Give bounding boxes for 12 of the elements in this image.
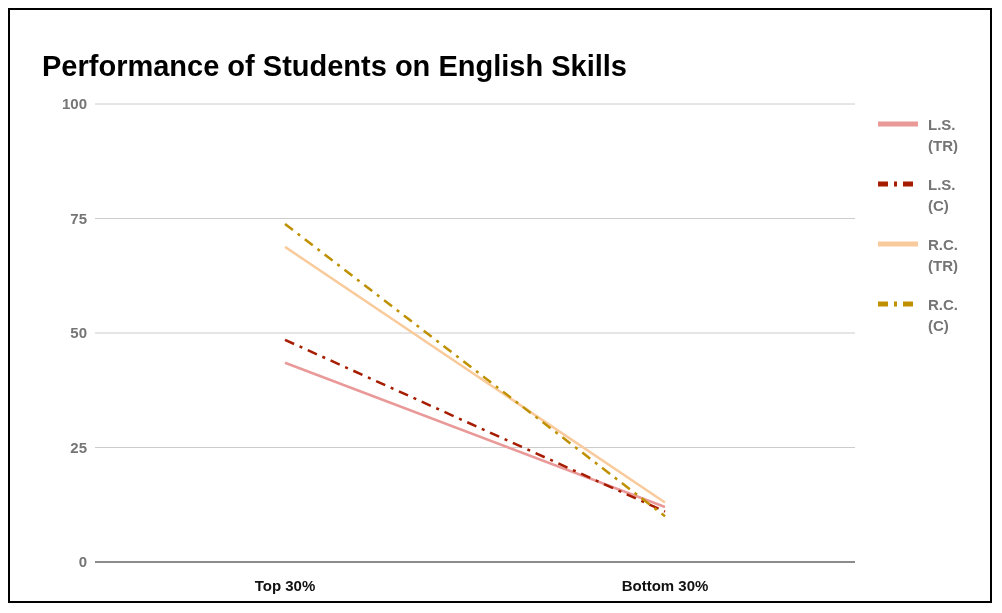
y-tick-label: 0 bbox=[78, 553, 87, 571]
legend-label: R.C. (C) bbox=[928, 295, 959, 336]
y-tick-label: 75 bbox=[70, 209, 87, 227]
legend-label: L.S. (C) bbox=[928, 175, 957, 216]
y-tick-label: 100 bbox=[61, 95, 87, 113]
chart-title: Performance of Students on English Skills bbox=[42, 50, 627, 83]
y-tick-label: 50 bbox=[70, 324, 87, 342]
x-tick-label: Top 30% bbox=[254, 576, 316, 594]
y-tick-label: 25 bbox=[70, 438, 87, 456]
legend-label: R.C. (TR) bbox=[928, 235, 959, 276]
x-tick-label: Bottom 30% bbox=[621, 576, 709, 594]
legend-label: L.S. (TR) bbox=[928, 115, 959, 156]
